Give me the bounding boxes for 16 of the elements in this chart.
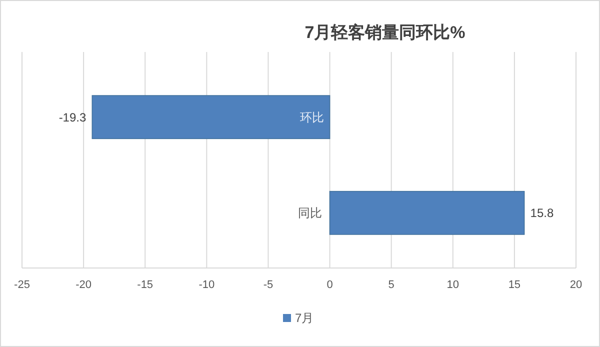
legend-label: 7月 — [295, 311, 314, 326]
data-label: -19.3 — [58, 110, 86, 124]
data-label: 15.8 — [530, 206, 554, 220]
x-tick-label: -20 — [76, 279, 92, 291]
x-tick-label: -25 — [14, 279, 30, 291]
x-tick-label: -15 — [137, 279, 154, 291]
chart-title: 7月轻客销量同环比% — [304, 23, 466, 42]
x-tick-label: 0 — [326, 279, 333, 291]
y-tick-label: 同比 — [298, 206, 322, 220]
x-tick-label: 10 — [446, 279, 460, 291]
x-tick-label: 20 — [570, 279, 582, 291]
x-tick-label: 15 — [508, 279, 521, 291]
y-tick-label: 环比 — [300, 110, 324, 124]
x-tick-label: -10 — [198, 279, 215, 291]
x-tick-label: 5 — [388, 279, 394, 291]
x-tick-label: -5 — [263, 279, 274, 291]
